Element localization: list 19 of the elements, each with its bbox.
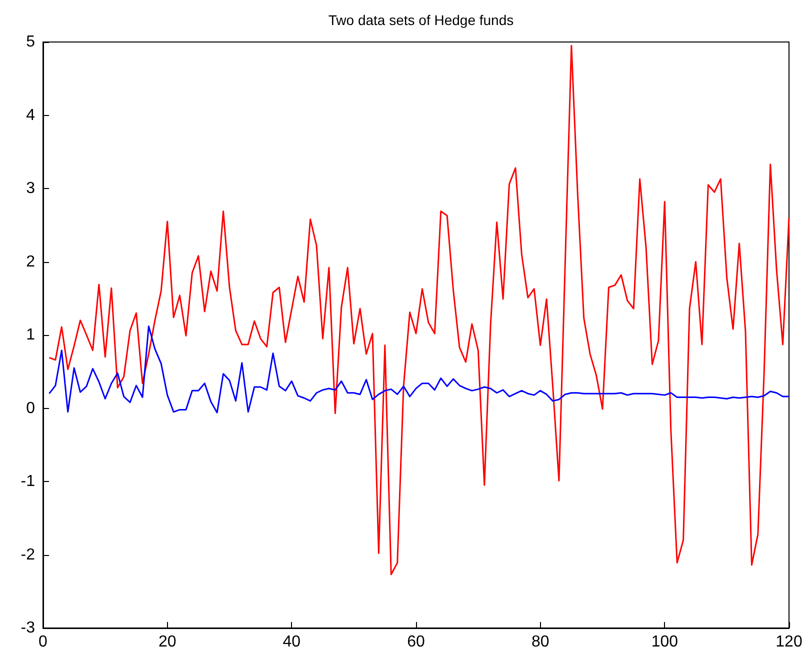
y-tick-label: 2: [26, 253, 36, 270]
x-tick-label: 20: [158, 634, 176, 650]
x-tick-label: 0: [38, 634, 48, 650]
x-tick-label: 60: [407, 634, 425, 650]
y-tick-label: -1: [20, 473, 36, 490]
chart-title: Two data sets of Hedge funds: [328, 12, 514, 28]
x-tick-label: 100: [651, 634, 678, 650]
y-tick-label: 3: [26, 180, 36, 197]
y-tick-label: -2: [20, 546, 36, 564]
line-series: [48, 44, 790, 576]
line-series: [48, 325, 790, 414]
x-tick-label: 80: [531, 634, 550, 650]
y-tick-label: 4: [26, 106, 36, 124]
y-tick-label: -3: [20, 620, 36, 636]
x-tick-label: 120: [776, 634, 802, 650]
x-tick-label: 40: [282, 634, 301, 650]
y-tick-label: 0: [26, 400, 36, 417]
y-tick-label: 1: [26, 326, 36, 344]
y-tick-label: 5: [26, 34, 36, 50]
